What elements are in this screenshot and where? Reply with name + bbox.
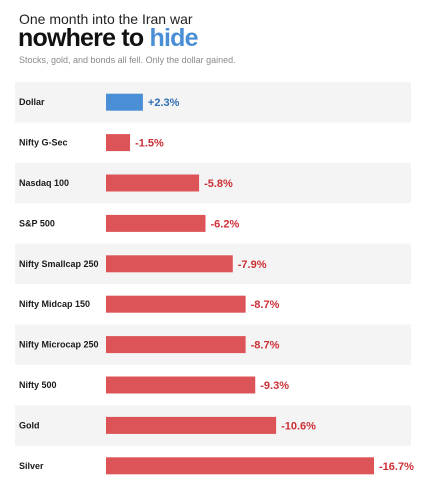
bar bbox=[106, 457, 374, 475]
category-label: Silver bbox=[19, 461, 44, 471]
bar bbox=[106, 416, 277, 434]
bar bbox=[106, 255, 233, 273]
bar bbox=[106, 134, 131, 152]
value-label: -7.9% bbox=[238, 259, 267, 271]
bar bbox=[106, 174, 200, 192]
category-label: Nifty Smallcap 250 bbox=[19, 259, 99, 269]
value-label: -16.7% bbox=[379, 461, 414, 473]
bar bbox=[106, 376, 256, 394]
row-band bbox=[15, 162, 411, 204]
row-band bbox=[15, 82, 411, 123]
category-label: Nifty G-Sec bbox=[19, 138, 68, 148]
category-label: Dollar bbox=[19, 97, 45, 107]
category-label: Nasdaq 100 bbox=[19, 178, 69, 188]
category-label: Nifty Microcap 250 bbox=[19, 340, 99, 350]
bar bbox=[106, 295, 246, 313]
value-label: -1.5% bbox=[135, 138, 164, 150]
category-label: S&P 500 bbox=[19, 218, 55, 228]
category-label: Gold bbox=[19, 420, 40, 430]
value-label: -8.7% bbox=[251, 299, 280, 311]
headline-main: nowhere to bbox=[18, 24, 144, 52]
chart-subtitle: Stocks, gold, and bonds all fell. Only t… bbox=[19, 55, 236, 65]
value-label: -6.2% bbox=[210, 218, 239, 230]
chart-kicker: One month into the Iran war bbox=[19, 11, 193, 27]
bar bbox=[106, 93, 143, 111]
value-label: -8.7% bbox=[251, 340, 280, 352]
value-label: -5.8% bbox=[204, 178, 233, 190]
bar bbox=[106, 336, 246, 354]
value-label: -10.6% bbox=[281, 420, 316, 432]
value-label: +2.3% bbox=[148, 97, 180, 109]
bar bbox=[106, 214, 206, 232]
category-label: Nifty 500 bbox=[19, 380, 57, 390]
category-label: Nifty Midcap 150 bbox=[19, 299, 90, 309]
headline-accent: hide bbox=[149, 24, 199, 52]
value-label: -9.3% bbox=[260, 380, 289, 392]
chart-headline: nowhere to hide bbox=[18, 24, 199, 53]
